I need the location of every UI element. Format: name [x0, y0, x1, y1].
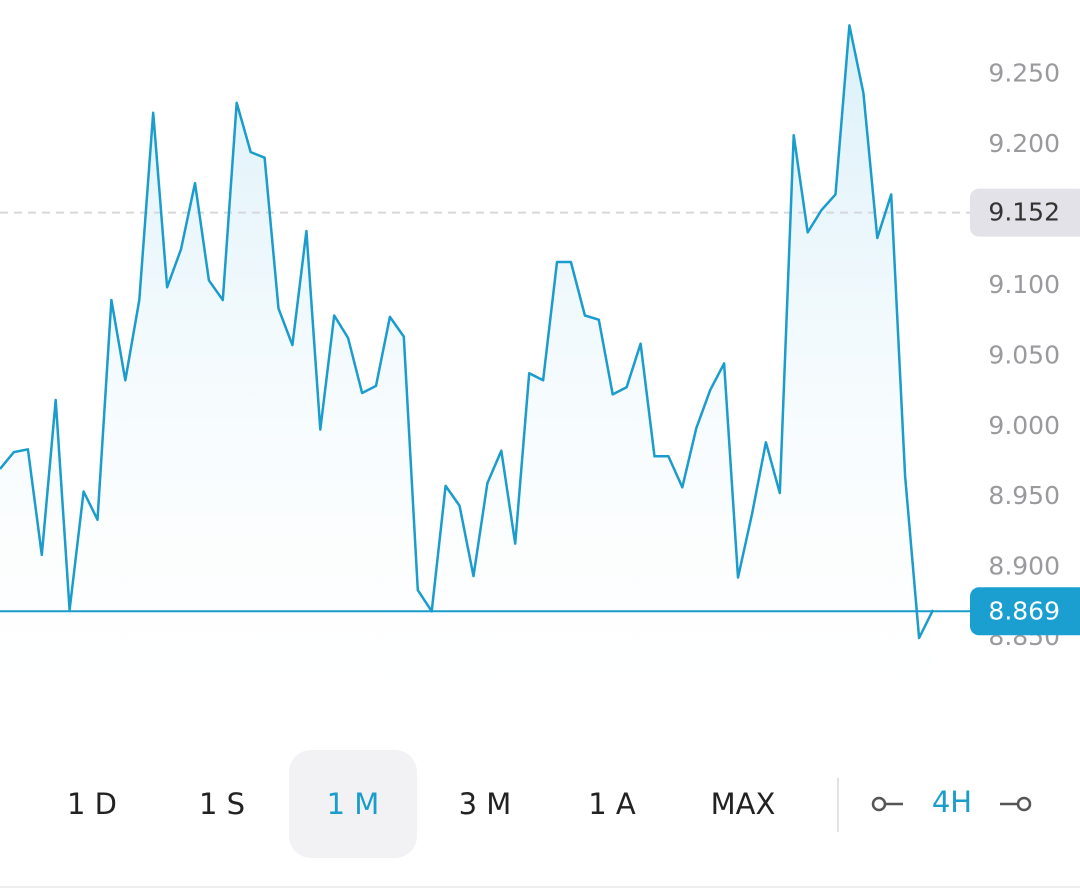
range-button[interactable]: 1 M — [327, 787, 380, 821]
y-tick-label: 9.050 — [988, 340, 1060, 369]
y-tick-label: 8.950 — [988, 481, 1060, 510]
area — [0, 25, 933, 700]
interval-button[interactable]: 4H — [932, 785, 972, 819]
previous-close-badge: 9.152 — [988, 198, 1060, 227]
slider-left-icon — [871, 796, 903, 812]
y-tick-label: 8.900 — [988, 552, 1060, 581]
price-line — [0, 24, 935, 640]
y-tick-label: 9.000 — [988, 411, 1060, 440]
range-button[interactable]: 1 A — [588, 787, 636, 821]
slider-right-icon — [1000, 796, 1032, 812]
last-price-badge-bg — [970, 587, 1080, 636]
range-button[interactable]: MAX — [711, 787, 776, 821]
range-button[interactable]: 3 M — [459, 787, 512, 821]
previous-close-badge-bg — [970, 188, 1080, 237]
y-tick-label: 9.200 — [988, 129, 1060, 158]
range-button[interactable]: 1 S — [199, 787, 245, 821]
y-tick-label: 9.250 — [988, 59, 1060, 88]
selected-range-bg — [289, 750, 417, 858]
last-price-badge: 8.869 — [988, 596, 1060, 625]
y-tick-label: 9.100 — [988, 270, 1060, 299]
range-button[interactable]: 1 D — [67, 787, 117, 821]
